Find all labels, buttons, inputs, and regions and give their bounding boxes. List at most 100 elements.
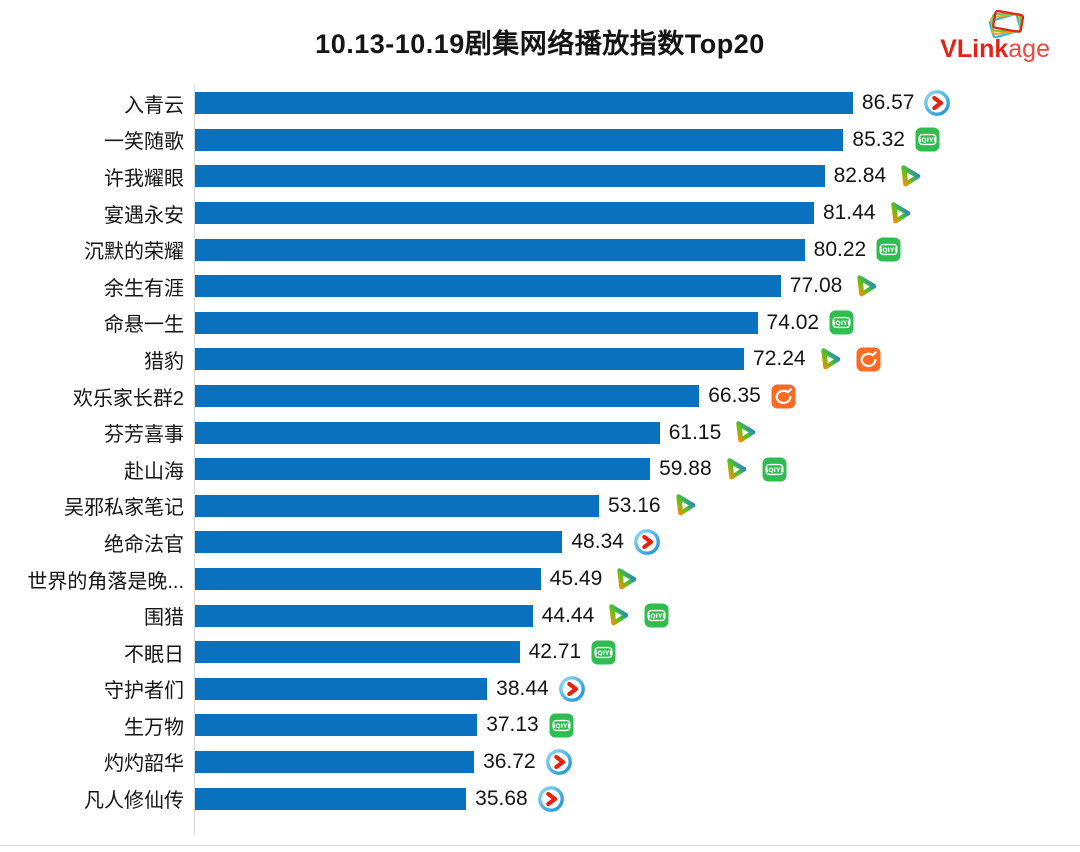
iqiyi-icon: iQIYI [644, 603, 669, 628]
chart-row: 宴遇永安 81.44 [0, 195, 1080, 232]
bar-area: 80.22 iQIYI [194, 231, 1080, 268]
series-label: 灼灼韶华 [104, 753, 184, 776]
bar-area: 42.71 iQIYI [194, 634, 1080, 671]
tencent-video-icon [671, 492, 698, 519]
chart-row: 世界的角落是晚... 45.49 [0, 561, 1080, 598]
bar-area: 66.35 [194, 378, 1080, 415]
bar-area: 45.49 [194, 561, 1080, 598]
chart-row: 余生有涯 77.08 [0, 268, 1080, 305]
value-label: 38.44 [496, 676, 549, 700]
series-label: 围猎 [144, 607, 184, 630]
bar-chart: 入青云 86.57 一笑随歌 85.32 iQIYI 许我耀眼 82.84 宴遇… [0, 85, 1080, 817]
mgtv-icon [856, 347, 881, 372]
platform-icons: iQIYI [591, 640, 616, 665]
chart-title: 10.13-10.19剧集网络播放指数Top20 [315, 29, 765, 59]
tencent-video-icon [612, 566, 639, 593]
tencent-video-icon [852, 273, 879, 300]
series-label: 世界的角落是晚... [27, 570, 184, 593]
value-label: 42.71 [528, 640, 582, 664]
platform-icons: iQIYI [549, 713, 574, 738]
value-label: 81.44 [822, 201, 876, 225]
iqiyi-icon: iQIYI [876, 237, 901, 262]
series-label: 生万物 [124, 716, 184, 739]
series-label: 命悬一生 [104, 314, 184, 337]
value-label: 35.68 [475, 786, 528, 810]
value-label: 59.88 [659, 457, 712, 481]
chart-row: 吴邪私家笔记 53.16 [0, 488, 1080, 525]
series-label: 绝命法官 [104, 533, 184, 556]
chart-row: 赴山海 59.88 iQIYI [0, 451, 1080, 488]
series-label: 芬芳喜事 [104, 424, 184, 447]
bar [195, 787, 467, 810]
bar-area: 86.57 [194, 85, 1080, 122]
iqiyi-icon: iQIYI [762, 457, 787, 482]
platform-icons: iQIYI [915, 127, 940, 152]
bar-area: 48.34 [194, 524, 1080, 561]
bar-area: 53.16 [194, 488, 1080, 525]
vlinkage-logo: VLinkage [920, 8, 1050, 66]
bar-area: 38.44 [194, 671, 1080, 708]
youku-icon [924, 90, 951, 117]
value-label: 72.24 [753, 347, 806, 371]
series-label: 余生有涯 [104, 277, 184, 300]
chart-row: 绝命法官 48.34 [0, 524, 1080, 561]
chart-row: 灼灼韶华 36.72 [0, 744, 1080, 781]
chart-row: 入青云 86.57 [0, 85, 1080, 122]
tencent-video-icon [816, 346, 843, 373]
bar [195, 568, 541, 591]
bar-area: 82.84 [194, 158, 1080, 195]
bar-area: 61.15 [194, 414, 1080, 451]
bar [195, 714, 478, 737]
bar-area: 44.44 iQIYI [194, 597, 1080, 634]
value-label: 86.57 [861, 91, 915, 115]
bar [195, 494, 600, 517]
value-label: 77.08 [789, 274, 843, 298]
chart-row: 守护者们 38.44 [0, 671, 1080, 708]
bar [195, 641, 520, 664]
platform-icons: iQIYI [722, 456, 787, 483]
tencent-video-icon [722, 456, 749, 483]
bar [195, 202, 814, 225]
y-axis-line [194, 85, 195, 835]
series-label: 不眠日 [124, 643, 184, 666]
svg-text:iQIYI: iQIYI [919, 137, 935, 144]
bar-area: 77.08 [194, 268, 1080, 305]
chart-row: 不眠日 42.71 iQIYI [0, 634, 1080, 671]
chart-bottom-border [0, 845, 1080, 846]
platform-icons [634, 529, 660, 556]
bar [195, 238, 805, 261]
iqiyi-icon: iQIYI [915, 127, 940, 152]
tencent-video-icon [896, 163, 923, 190]
chart-row: 命悬一生 74.02 iQIYI [0, 305, 1080, 342]
chart-row: 围猎 44.44 iQIYI [0, 597, 1080, 634]
platform-icons [558, 675, 585, 702]
platform-icons [671, 492, 698, 519]
bar-area: 35.68 [194, 780, 1080, 817]
platform-icons [816, 346, 881, 373]
svg-text:iQIYI: iQIYI [649, 613, 665, 620]
youku-icon [558, 675, 585, 702]
chart-row: 许我耀眼 82.84 [0, 158, 1080, 195]
value-label: 74.02 [766, 310, 820, 334]
chart-row: 生万物 37.13 iQIYI [0, 707, 1080, 744]
value-label: 66.35 [708, 384, 761, 408]
logo-text-light: age [1008, 35, 1050, 63]
bar [195, 677, 488, 700]
series-label: 猎豹 [144, 350, 184, 373]
tencent-video-icon [604, 602, 631, 629]
series-label: 吴邪私家笔记 [64, 497, 184, 520]
bar [195, 385, 700, 408]
platform-icons [731, 419, 758, 446]
value-label: 85.32 [852, 127, 905, 151]
bar-area: 74.02 iQIYI [194, 305, 1080, 342]
bar-area: 85.32 iQIYI [194, 122, 1080, 159]
bar [195, 604, 533, 627]
platform-icons [896, 163, 923, 190]
bar [195, 531, 563, 554]
bar [195, 92, 853, 115]
value-label: 53.16 [608, 493, 661, 517]
chart-row: 凡人修仙传 35.68 [0, 780, 1080, 817]
platform-icons [852, 273, 879, 300]
bar [195, 275, 781, 298]
tencent-video-icon [731, 419, 758, 446]
